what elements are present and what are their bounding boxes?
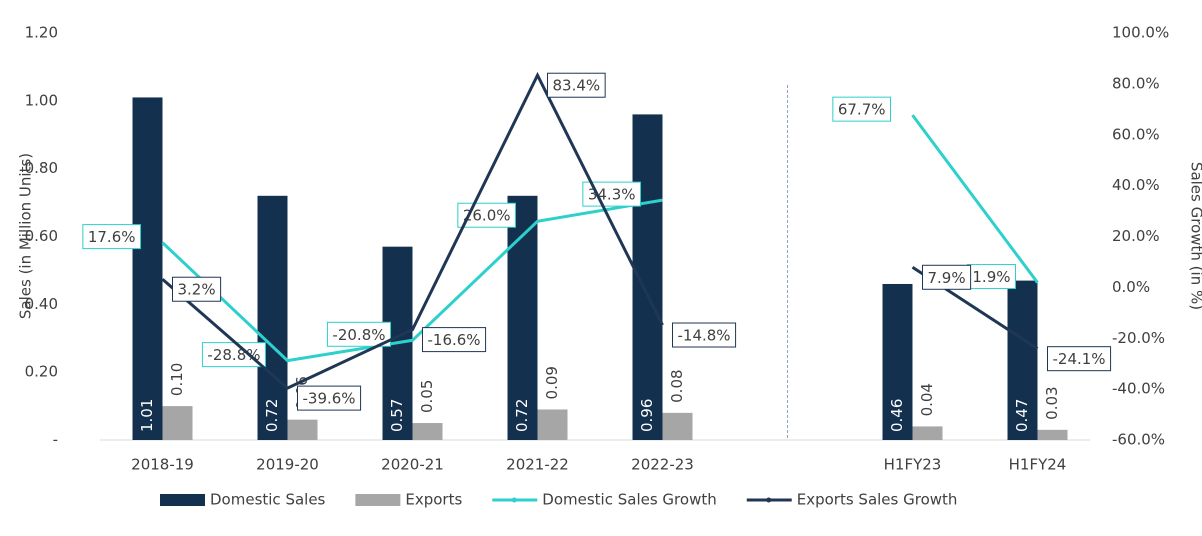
x-tick-label: H1FY23 — [884, 456, 942, 474]
bar-value-label: 0.05 — [418, 380, 436, 413]
legend-swatch — [160, 494, 205, 506]
label-box — [201, 342, 266, 368]
bar-value-label: 0.47 — [1013, 399, 1031, 432]
x-tick-label: H1FY24 — [1009, 456, 1067, 474]
x-tick-label: 2020-21 — [381, 456, 444, 474]
line-value-text: 67.7% — [838, 101, 886, 119]
label-box — [922, 264, 972, 290]
y-tick-label: 0.80 — [25, 159, 58, 177]
y2-tick-label: 80.0% — [1112, 74, 1160, 92]
line-value-text: 7.9% — [928, 269, 966, 287]
line-value-label: -20.8% — [326, 321, 391, 347]
line-value-text: -14.8% — [678, 327, 731, 345]
line-value-label: 17.6% — [82, 224, 141, 250]
label-box — [672, 322, 737, 348]
label-box — [82, 224, 141, 250]
legend-marker — [766, 497, 772, 503]
bar — [132, 97, 163, 441]
bar — [537, 409, 568, 440]
label-box — [547, 72, 606, 98]
bar-value-label: 0.57 — [388, 399, 406, 432]
line-value-text: -24.1% — [1053, 350, 1106, 368]
y2-tick-label: 20.0% — [1112, 227, 1160, 245]
y-tick-label: 1.00 — [25, 91, 58, 109]
line-value-label: -24.1% — [1047, 346, 1112, 372]
bar — [1007, 280, 1038, 440]
line-value-text: 17.6% — [88, 228, 136, 246]
bar-value-label: 0.10 — [168, 363, 186, 396]
y2-axis-label: Sales Growth (in %) — [1188, 162, 1202, 310]
bar — [162, 406, 193, 440]
x-tick-label: 2022-23 — [631, 456, 694, 474]
legend-label: Domestic Sales Growth — [542, 491, 716, 509]
line-value-label: -28.8% — [201, 342, 266, 368]
label-box — [422, 327, 487, 353]
y-tick-label: - — [53, 431, 58, 449]
label-box — [172, 276, 222, 302]
bar-value-label: 0.09 — [543, 366, 561, 399]
bar-value-label: 0.72 — [263, 399, 281, 432]
bar-value-label: 1.01 — [138, 399, 156, 432]
line-value-label: -14.8% — [672, 322, 737, 348]
legend-label: Exports Sales Growth — [797, 491, 958, 509]
legend-marker — [511, 497, 517, 503]
x-tick-label: 2018-19 — [131, 456, 194, 474]
line-value-label: 3.2% — [172, 276, 222, 302]
y-tick-label: 0.20 — [25, 363, 58, 381]
x-tick-label: 2021-22 — [506, 456, 569, 474]
line-value-text: 3.2% — [178, 281, 216, 299]
legend-swatch — [355, 494, 401, 506]
label-box — [297, 385, 362, 411]
line-value-text: -39.6% — [303, 390, 356, 408]
bar-value-label: 0.04 — [918, 383, 936, 416]
bar — [912, 426, 943, 440]
line-value-text: -28.8% — [207, 346, 260, 364]
y-tick-label: 1.20 — [25, 24, 58, 42]
label-box — [1047, 346, 1112, 372]
bar — [662, 412, 693, 440]
bar-value-label: 0.96 — [638, 399, 656, 432]
y2-tick-label: 40.0% — [1112, 176, 1160, 194]
bar-value-label: 0.46 — [888, 399, 906, 432]
y2-tick-label: -60.0% — [1112, 431, 1165, 449]
line-value-label: 1.9% — [966, 264, 1016, 290]
bar — [1037, 429, 1068, 440]
line-value-text: 26.0% — [463, 207, 511, 225]
label-box — [326, 321, 391, 347]
line — [161, 114, 1039, 363]
legend-label: Domestic Sales — [210, 491, 326, 509]
y2-tick-label: 0.0% — [1112, 278, 1150, 296]
line-value-label: -39.6% — [297, 385, 362, 411]
line-value-text: 1.9% — [972, 268, 1010, 286]
bar-value-label: 0.03 — [1043, 386, 1061, 419]
y2-tick-label: -20.0% — [1112, 329, 1165, 347]
bar — [257, 195, 288, 440]
bar-value-label: 0.72 — [513, 399, 531, 432]
line-value-text: 83.4% — [553, 77, 601, 95]
line-value-text: -20.8% — [332, 326, 385, 344]
x-tick-label: 2019-20 — [256, 456, 319, 474]
line-value-text: -16.6% — [428, 331, 481, 349]
y2-tick-label: 100.0% — [1112, 24, 1169, 42]
legend-label: Exports — [405, 491, 462, 509]
line-value-label: 83.4% — [547, 72, 606, 98]
line-value-label: 7.9% — [922, 264, 972, 290]
y2-tick-label: 60.0% — [1112, 125, 1160, 143]
bar — [287, 419, 318, 440]
bar — [412, 423, 443, 440]
y-axis-label: Sales (in Million Units) — [17, 153, 35, 319]
line-value-label: -16.6% — [422, 327, 487, 353]
y-tick-label: 0.60 — [25, 227, 58, 245]
bar — [882, 283, 913, 440]
line-value-label: 67.7% — [832, 96, 891, 122]
label-box — [966, 264, 1016, 290]
bar-value-label: 0.08 — [668, 369, 686, 402]
label-box — [832, 96, 891, 122]
line-value-label: 26.0% — [457, 202, 516, 228]
y2-tick-label: -40.0% — [1112, 380, 1165, 398]
y-tick-label: 0.40 — [25, 295, 58, 313]
